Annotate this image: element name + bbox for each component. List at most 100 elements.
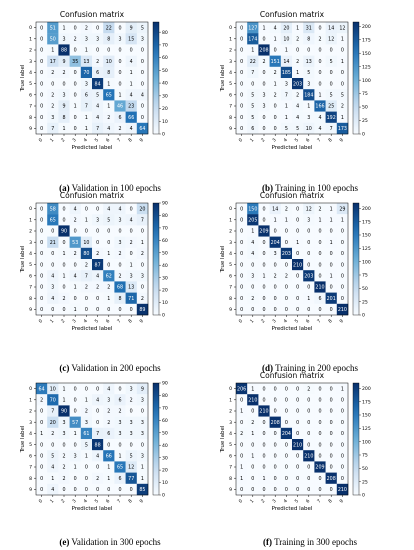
- cell-value-label: 2: [141, 251, 144, 257]
- heatmap-cell: [103, 214, 115, 226]
- heatmap-cell: [325, 236, 337, 248]
- cell-value-label: 0: [318, 251, 321, 257]
- heatmap-cell: [47, 225, 59, 237]
- heatmap-cell: [136, 44, 149, 56]
- cell-value-label: 2: [96, 251, 99, 257]
- heatmap-cell: [92, 78, 104, 90]
- cell-value-label: 0: [296, 307, 299, 313]
- heatmap-cell: [114, 270, 126, 282]
- cell-value-label: 2: [62, 454, 65, 460]
- cell-value-label: 3: [141, 398, 144, 404]
- cell-value-label: 3: [274, 251, 277, 257]
- heatmap-cell: [314, 203, 326, 215]
- cell-value-label: 3: [118, 240, 121, 246]
- cell-value-label: 0: [85, 307, 88, 313]
- colorbar-tick-label: 0: [362, 493, 365, 499]
- cell-value-label: 0: [85, 465, 88, 471]
- heatmap-cell: [314, 236, 326, 248]
- cell-value-label: 0: [96, 307, 99, 313]
- cell-value-label: 0: [262, 454, 265, 460]
- cell-value-label: 192: [327, 115, 336, 121]
- y-tick-label: 8: [29, 296, 32, 302]
- heatmap-cell: [314, 66, 326, 79]
- cell-value-label: 70: [50, 398, 56, 404]
- heatmap-cell: [103, 55, 115, 67]
- heatmap-cell: [280, 78, 293, 90]
- cell-value-label: 3: [62, 93, 65, 99]
- heatmap-cell: [47, 483, 59, 496]
- heatmap-cell: [36, 303, 48, 316]
- x-tick-label: 4: [282, 498, 288, 504]
- cell-value-label: 4: [74, 274, 77, 280]
- cell-value-label: 0: [330, 420, 333, 426]
- colorbar: [152, 202, 160, 316]
- cell-value-label: 0: [262, 420, 265, 426]
- heatmap-cell: [280, 66, 293, 79]
- heatmap-cell: [269, 66, 281, 79]
- heatmap-cell: [236, 259, 248, 271]
- heatmap-cell: [125, 383, 137, 395]
- y-axis-title: True label: [220, 64, 226, 92]
- heatmap-cell: [92, 55, 104, 67]
- heatmap-cell: [36, 461, 48, 473]
- cell-value-label: 1: [296, 240, 299, 246]
- cell-value-label: 1: [341, 37, 344, 43]
- cell-value-label: 0: [251, 81, 254, 87]
- cell-value-label: 0: [40, 476, 43, 482]
- cell-value-label: 64: [39, 386, 45, 392]
- cell-value-label: 0: [274, 386, 277, 392]
- cell-value-label: 0: [130, 206, 133, 212]
- colorbar-tick-label: 100: [362, 78, 371, 84]
- colorbar-tick-label: 80: [162, 393, 168, 399]
- cell-value-label: 2: [251, 296, 254, 302]
- cell-value-label: 0: [40, 70, 43, 76]
- cell-value-label: 0: [307, 487, 310, 493]
- x-tick-label: 3: [71, 498, 77, 504]
- colorbar-tick-label: 150: [362, 413, 371, 419]
- heatmap-cell: [103, 270, 115, 282]
- heatmap-cell: [258, 22, 270, 34]
- cell-value-label: 0: [40, 25, 43, 31]
- heatmap-cell: [303, 259, 315, 271]
- cell-value-label: 1: [341, 386, 344, 392]
- cell-value-label: 0: [40, 307, 43, 313]
- heatmap-cell: [258, 33, 270, 45]
- cell-value-label: 210: [293, 442, 302, 448]
- heatmap-cell: [280, 450, 293, 462]
- cell-value-label: 2: [318, 37, 321, 43]
- cell-value-label: 1: [40, 431, 43, 437]
- cell-value-label: 0: [96, 25, 99, 31]
- cell-value-label: 0: [118, 25, 121, 31]
- heatmap-cell: [336, 122, 349, 135]
- colorbar-tick-label: 60: [162, 238, 168, 244]
- heatmap-cell: [236, 44, 248, 56]
- heatmap-cell: [125, 303, 137, 316]
- colorbar-tick-label: 125: [362, 64, 371, 70]
- colorbar-tick-label: 20: [162, 288, 168, 294]
- heatmap-cell: [247, 416, 259, 428]
- y-tick-label: 6: [29, 453, 32, 459]
- heatmap-cell: [314, 270, 326, 282]
- cell-value-label: 1: [274, 37, 277, 43]
- x-tick-label: 2: [260, 318, 266, 324]
- caption-text: Training in 200 epochs: [273, 363, 359, 373]
- cell-value-label: 0: [62, 206, 65, 212]
- cell-value-label: 0: [330, 262, 333, 268]
- heatmap-cell: [258, 383, 270, 395]
- cell-value-label: 1: [62, 126, 65, 132]
- cell-value-label: 13: [306, 59, 312, 65]
- cell-value-label: 1: [51, 476, 54, 482]
- cell-value-label: 6: [107, 431, 110, 437]
- heatmap-cell: [136, 292, 149, 304]
- heatmap-cell: [58, 55, 70, 67]
- heatmap-cell: [303, 22, 315, 34]
- heatmap-cell: [314, 416, 326, 428]
- x-tick-label: 4: [82, 498, 88, 504]
- y-tick-label: 2: [29, 229, 32, 235]
- cell-value-label: 9: [62, 59, 65, 65]
- heatmap-cell: [314, 225, 326, 237]
- y-tick-label: 5: [229, 442, 232, 448]
- x-tick-label: 9: [138, 498, 144, 504]
- colorbar-tick-label: 50: [162, 430, 168, 436]
- heatmap-cell: [247, 78, 259, 90]
